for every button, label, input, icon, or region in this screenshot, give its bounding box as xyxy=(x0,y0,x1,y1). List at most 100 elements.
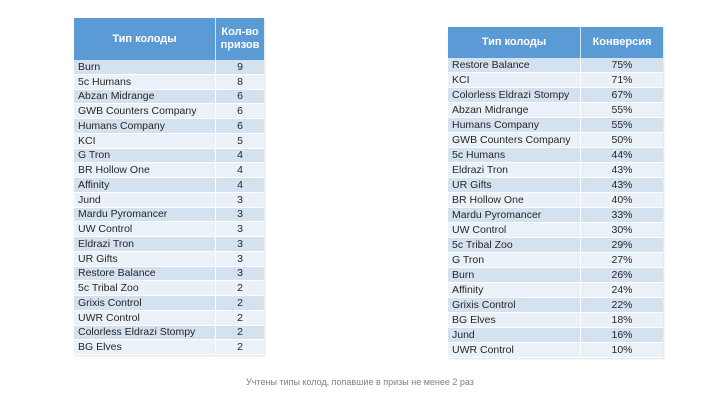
value-cell: 67% xyxy=(611,89,633,101)
value-cell: 24% xyxy=(611,284,633,296)
table-row: KCI 71% xyxy=(448,73,663,88)
value-cell: 2 xyxy=(237,282,243,295)
value-cell: 4 xyxy=(237,149,243,162)
deck-name-cell: Restore Balance xyxy=(74,266,216,281)
conversion-table-header: Тип колоды Конверсия xyxy=(448,27,663,58)
deck-name-cell: Abzan Midrange xyxy=(448,103,581,117)
table-row: Affinity 24% xyxy=(448,283,663,298)
table-row: G Tron 27% xyxy=(448,253,663,268)
deck-name-cell: Mardu Pyromancer xyxy=(74,207,216,222)
table-row: BR Hollow One 4 xyxy=(74,163,264,178)
deck-name-cell: 5c Humans xyxy=(448,148,581,162)
table-row: Burn 26% xyxy=(448,268,663,283)
prizes-table-header: Тип колоды Кол-во призов xyxy=(74,18,264,60)
table-row: Humans Company 55% xyxy=(448,118,663,133)
table-row: Jund 16% xyxy=(448,328,663,343)
value-cell: 55% xyxy=(611,119,633,131)
deck-name-cell: Humans Company xyxy=(448,118,581,132)
value-cell: 43% xyxy=(611,164,633,176)
value-cell: 43% xyxy=(611,179,633,191)
table-row: Colorless Eldrazi Stompy 2 xyxy=(74,325,264,341)
table-row: UWR Control 2 xyxy=(74,310,264,326)
table-row: GWB Counters Company 50% xyxy=(448,133,663,148)
table-row: UR Gifts 3 xyxy=(74,251,264,267)
prizes-table-body: Burn 9 5c Humans 8 Abzan Midrange 6 GWB Counte… xyxy=(74,60,264,355)
deck-name-cell: Grixis Control xyxy=(74,296,216,310)
table-row: Humans Company 6 xyxy=(74,119,264,134)
table-row: KCI 5 xyxy=(74,133,264,149)
table-row: UW Control 3 xyxy=(74,222,264,237)
deck-name-cell: KCI xyxy=(74,133,216,148)
table-row: Restore Balance 3 xyxy=(74,266,264,282)
table-row: GWB Counters Company 6 xyxy=(74,104,264,119)
deck-name-cell: Burn xyxy=(74,60,216,74)
deck-name-cell: Eldrazi Tron xyxy=(448,163,581,177)
value-cell: 44% xyxy=(611,149,633,161)
deck-name-cell: Burn xyxy=(448,268,581,282)
table-row: 5c Humans 8 xyxy=(74,74,264,90)
value-cell: 5 xyxy=(237,134,243,147)
value-cell: 40% xyxy=(611,194,633,206)
conversion-table: Тип колоды Конверсия Restore Balance 75% K… xyxy=(448,27,663,358)
table-row: Colorless Eldrazi Stompy 67% xyxy=(448,88,663,103)
column-header-deck-type: Тип колоды xyxy=(74,18,216,60)
value-cell: 8 xyxy=(237,75,243,88)
value-cell: 3 xyxy=(237,237,243,250)
table-row: UR Gifts 43% xyxy=(448,178,663,193)
value-cell: 9 xyxy=(237,60,243,73)
value-cell: 16% xyxy=(611,329,633,341)
deck-name-cell: BG Elves xyxy=(74,340,216,354)
deck-name-cell: G Tron xyxy=(448,253,581,267)
deck-name-cell: Affinity xyxy=(74,178,216,192)
deck-name-cell: Eldrazi Tron xyxy=(74,237,216,251)
deck-name-cell: BR Hollow One xyxy=(74,163,216,177)
column-header-deck-type: Тип колоды xyxy=(448,27,581,58)
table-row: Restore Balance 75% xyxy=(448,58,663,73)
deck-name-cell: Jund xyxy=(448,328,581,342)
value-cell: 10% xyxy=(611,344,633,356)
table-row: BG Elves 2 xyxy=(74,340,264,355)
value-cell: 75% xyxy=(611,59,633,71)
table-row: Burn 9 xyxy=(74,60,264,75)
value-cell: 30% xyxy=(611,224,633,236)
value-cell: 50% xyxy=(611,134,633,146)
value-cell: 26% xyxy=(611,269,633,281)
column-header-conversion: Конверсия xyxy=(592,36,652,49)
deck-name-cell: UW Control xyxy=(448,223,581,237)
deck-name-cell: UW Control xyxy=(74,222,216,236)
table-row: UW Control 30% xyxy=(448,223,663,238)
value-cell: 2 xyxy=(237,311,243,324)
value-cell: 2 xyxy=(237,296,243,309)
table-row: Eldrazi Tron 3 xyxy=(74,237,264,252)
value-cell: 6 xyxy=(237,105,243,118)
value-cell: 27% xyxy=(611,254,633,266)
deck-name-cell: UWR Control xyxy=(74,310,216,325)
value-cell: 4 xyxy=(237,178,243,191)
table-row: Abzan Midrange 6 xyxy=(74,89,264,105)
value-cell: 3 xyxy=(237,193,243,206)
deck-name-cell: GWB Counters Company xyxy=(448,133,581,147)
deck-name-cell: UR Gifts xyxy=(448,178,581,192)
table-row: Grixis Control 2 xyxy=(74,296,264,311)
deck-name-cell: Colorless Eldrazi Stompy xyxy=(448,88,581,102)
deck-name-cell: UWR Control xyxy=(448,343,581,357)
value-cell: 6 xyxy=(237,90,243,103)
value-cell: 3 xyxy=(237,223,243,236)
table-row: BR Hollow One 40% xyxy=(448,193,663,208)
table-row: Jund 3 xyxy=(74,192,264,208)
deck-name-cell: UR Gifts xyxy=(74,251,216,266)
value-cell: 22% xyxy=(611,299,633,311)
deck-name-cell: 5c Tribal Zoo xyxy=(448,238,581,252)
value-cell: 6 xyxy=(237,119,243,132)
value-cell: 2 xyxy=(237,326,243,339)
value-cell: 29% xyxy=(611,239,633,251)
deck-name-cell: BR Hollow One xyxy=(448,193,581,207)
table-row: G Tron 4 xyxy=(74,148,264,164)
value-cell: 55% xyxy=(611,104,633,116)
table-row: UWR Control 10% xyxy=(448,343,663,358)
conversion-table-body: Restore Balance 75% KCI 71% Colorless Eldraz… xyxy=(448,58,663,358)
value-cell: 18% xyxy=(611,314,633,326)
deck-name-cell: Mardu Pyromancer xyxy=(448,208,581,222)
value-cell: 3 xyxy=(237,208,243,221)
deck-name-cell: Jund xyxy=(74,192,216,207)
